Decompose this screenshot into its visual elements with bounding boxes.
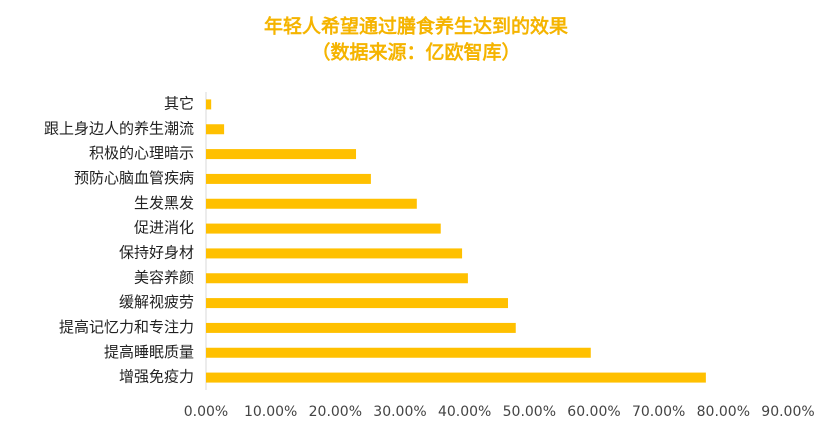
bar — [206, 347, 591, 358]
bar — [206, 223, 441, 234]
bar — [206, 99, 212, 110]
bar — [206, 248, 463, 259]
x-tick-label: 40.00% — [438, 404, 491, 420]
x-tick-label: 50.00% — [503, 404, 556, 420]
y-tick-label: 美容养颜 — [134, 268, 194, 286]
bar — [206, 273, 468, 284]
x-tick-label: 0.00% — [184, 404, 228, 420]
y-tick-label: 提高记忆力和专注力 — [59, 318, 194, 336]
y-tick-label: 提高睡眠质量 — [104, 343, 194, 361]
x-tick-label: 10.00% — [244, 404, 297, 420]
chart-subtitle: （数据来源：亿欧智库） — [311, 41, 520, 64]
bar — [206, 298, 508, 309]
y-tick-label: 生发黑发 — [134, 194, 194, 212]
bar — [206, 149, 357, 160]
bar — [206, 322, 516, 333]
x-tick-label: 70.00% — [632, 404, 685, 420]
x-tick-label: 90.00% — [761, 404, 814, 420]
y-tick-label: 保持好身材 — [119, 243, 194, 261]
y-tick-label: 其它 — [164, 94, 194, 112]
x-tick-label: 80.00% — [697, 404, 750, 420]
x-tick-label: 60.00% — [567, 404, 620, 420]
bar — [206, 173, 371, 184]
y-tick-label: 缓解视疲劳 — [119, 293, 194, 311]
y-tick-label: 促进消化 — [134, 219, 194, 237]
bar — [206, 198, 417, 209]
chart-title: 年轻人希望通过膳食养生达到的效果 — [264, 15, 568, 38]
x-tick-label: 30.00% — [373, 404, 426, 420]
bar — [206, 124, 225, 135]
y-tick-label: 增强免疫力 — [119, 368, 194, 386]
x-tick-label: 20.00% — [309, 404, 362, 420]
bar — [206, 372, 706, 383]
y-tick-label: 预防心脑血管疾病 — [74, 169, 194, 187]
y-tick-label: 积极的心理暗示 — [89, 144, 194, 162]
y-tick-label: 跟上身边人的养生潮流 — [44, 119, 194, 137]
